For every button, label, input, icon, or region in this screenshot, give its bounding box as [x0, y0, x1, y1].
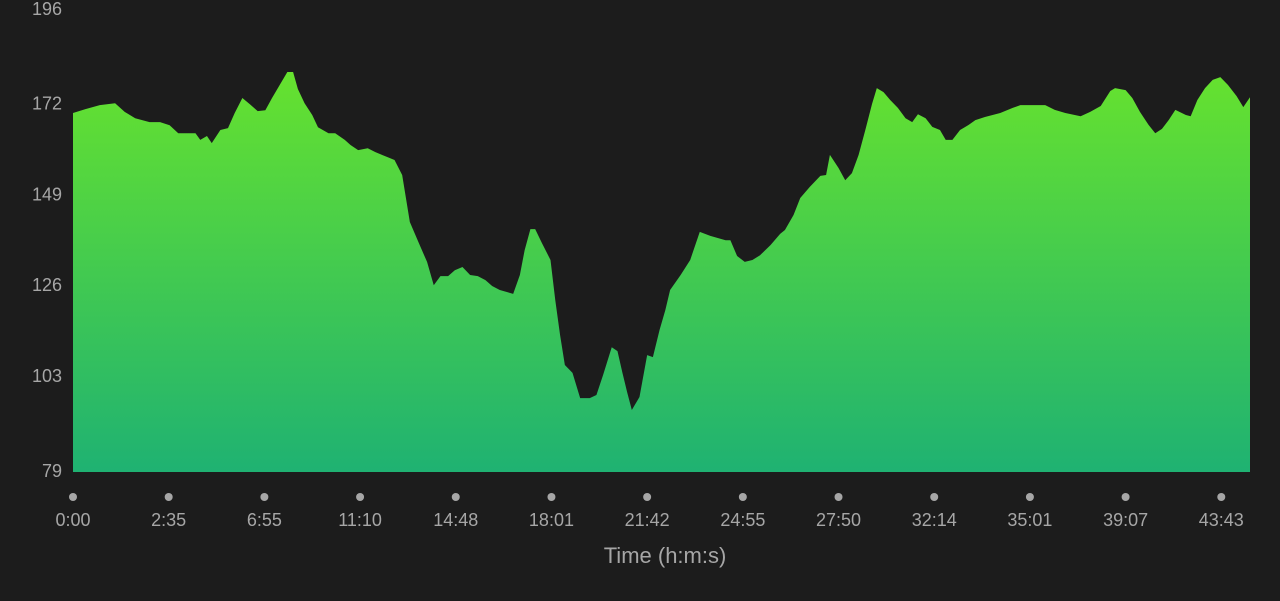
x-tick-label: 24:55	[720, 510, 765, 530]
x-tick-dot	[643, 493, 652, 501]
y-tick-label: 196	[32, 0, 62, 19]
x-tick-dot	[356, 493, 365, 501]
area	[73, 71, 1250, 472]
x-axis-title: Time (h:m:s)	[604, 543, 727, 568]
x-tick-dot	[1121, 493, 1130, 501]
x-tick-label: 6:55	[247, 510, 282, 530]
x-tick-dot	[1217, 493, 1226, 501]
x-tick-label: 2:35	[151, 510, 186, 530]
x-tick-dot	[451, 493, 460, 501]
x-tick-label: 0:00	[55, 510, 90, 530]
x-tick-dot	[930, 493, 939, 501]
y-tick-label: 149	[32, 184, 62, 204]
x-tick-dot	[69, 493, 77, 501]
x-tick-dot	[260, 493, 269, 501]
x-tick-dot	[164, 493, 173, 501]
y-tick-label: 126	[32, 275, 62, 295]
x-tick-label: 35:01	[1007, 510, 1052, 530]
x-tick-label: 18:01	[529, 510, 574, 530]
x-tick-label: 32:14	[912, 510, 957, 530]
y-tick-label: 103	[32, 366, 62, 386]
y-tick-label: 172	[32, 94, 62, 114]
x-tick-label: 43:43	[1199, 510, 1244, 530]
x-tick-dot	[547, 493, 556, 501]
x-tick-dot	[1025, 493, 1034, 501]
y-tick-label: 79	[42, 461, 62, 481]
x-tick-label: 14:48	[433, 510, 478, 530]
x-tick-dot	[834, 493, 843, 501]
x-tick-label: 39:07	[1103, 510, 1148, 530]
x-tick-label: 21:42	[625, 510, 670, 530]
x-tick-label: 27:50	[816, 510, 861, 530]
x-tick-dot	[738, 493, 747, 501]
x-tick-label: 11:10	[338, 510, 382, 530]
